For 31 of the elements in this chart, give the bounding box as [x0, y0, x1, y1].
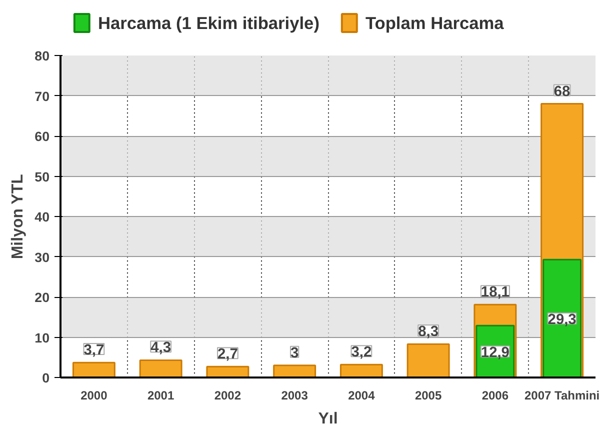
y-tick-label: 70: [34, 88, 50, 104]
data-label: 29,3: [548, 312, 576, 328]
y-tick-label: 40: [34, 210, 50, 224]
legend-label: Harcama (1 Ekim itibariyle): [98, 13, 320, 33]
y-tick-label: 50: [34, 169, 50, 184]
y-tick-label: 0: [42, 370, 50, 386]
data-label: 4,3: [150, 340, 171, 356]
x-tick-label: 2002: [214, 388, 242, 402]
x-axis-title: Yıl: [318, 410, 338, 428]
legend-label: Toplam Harcama: [365, 13, 504, 33]
x-tick-label: 2006: [482, 388, 509, 402]
data-label: 3,2: [351, 344, 372, 361]
x-tick-label: 2000: [80, 388, 108, 402]
x-tick-label: 2001: [147, 388, 174, 402]
x-tick-label: 2007 Tahmini: [524, 388, 600, 402]
data-label: 8,3: [418, 324, 438, 340]
y-tick-label: 60: [34, 129, 50, 144]
x-tick-label: 2003: [281, 388, 308, 402]
y-axis-title: Milyon YTL: [10, 174, 27, 260]
x-tick-label: 2004: [348, 388, 376, 402]
y-tick-label: 80: [34, 48, 50, 64]
x-tick-label: 2005: [414, 388, 442, 402]
data-label: 12,9: [480, 345, 510, 362]
y-tick-label: 10: [34, 330, 50, 346]
y-tick-label: 20: [34, 290, 50, 305]
y-tick-label: 30: [34, 250, 50, 265]
data-label: 3: [290, 345, 299, 362]
data-label: 2,7: [218, 346, 238, 363]
data-label: 3,7: [84, 342, 104, 359]
data-label: 18,1: [480, 284, 510, 301]
data-label: 68: [554, 84, 570, 100]
